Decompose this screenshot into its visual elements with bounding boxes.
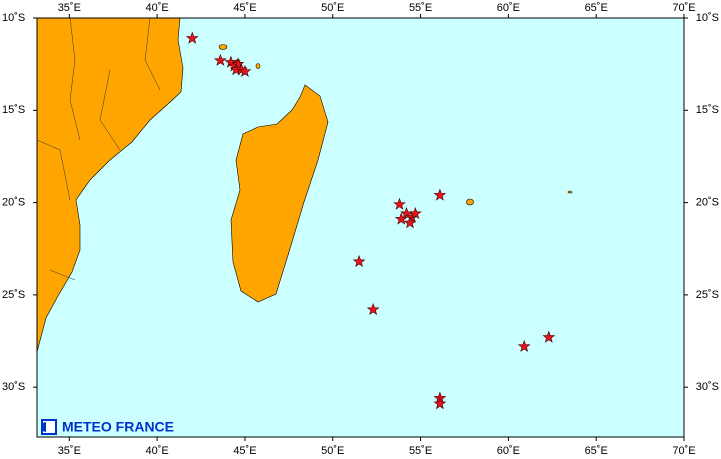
y-tick-label: 20˚S <box>696 196 719 208</box>
earthquake-marker <box>231 57 245 70</box>
earthquake-marker <box>393 197 406 210</box>
y-tick-label: 25˚S <box>696 289 719 301</box>
x-tick-label: 65˚E <box>585 445 608 457</box>
earthquake-marker <box>352 254 366 268</box>
x-tick-label: 35˚E <box>58 445 81 457</box>
y-tick-label: 10˚S <box>2 12 25 24</box>
earthquake-marker <box>433 188 447 201</box>
x-tick-label: 65˚E <box>585 2 608 14</box>
y-tick-label: 20˚S <box>2 196 25 208</box>
x-tick-label: 45˚E <box>233 2 256 14</box>
x-tick-label: 40˚E <box>146 445 169 457</box>
y-tick-label: 30˚S <box>696 381 719 393</box>
logo: METEO FRANCE <box>41 419 174 435</box>
borders <box>36 17 161 281</box>
x-tick-label: 50˚E <box>321 445 344 457</box>
earthquake-marker <box>542 330 556 343</box>
x-tick-label: 70˚E <box>672 445 695 457</box>
x-tick-label: 60˚E <box>497 2 520 14</box>
y-tick-label: 15˚S <box>2 104 25 116</box>
rodrigues <box>567 190 573 194</box>
x-tick-label: 55˚E <box>409 2 432 14</box>
x-tick-label: 40˚E <box>146 2 169 14</box>
y-tick-label: 30˚S <box>2 381 25 393</box>
logo-text: METEO FRANCE <box>62 419 174 435</box>
x-tick-label: 35˚E <box>58 2 81 14</box>
logo-icon <box>41 422 46 432</box>
earthquake-marker <box>408 207 422 219</box>
x-tick-label: 60˚E <box>497 445 520 457</box>
earthquake-marker <box>394 212 408 225</box>
earthquake-marker <box>433 397 447 410</box>
y-tick-label: 15˚S <box>696 104 719 116</box>
reunion <box>466 198 474 206</box>
earthquake-marker <box>238 64 252 77</box>
y-tick-label: 10˚S <box>696 12 719 24</box>
mayotte <box>255 63 261 69</box>
x-tick-label: 70˚E <box>672 2 695 14</box>
africa <box>36 17 184 353</box>
x-tick-label: 50˚E <box>321 2 344 14</box>
madagascar <box>230 84 329 303</box>
earthquake-marker <box>185 31 199 44</box>
x-tick-label: 55˚E <box>409 445 432 457</box>
earthquake-marker <box>517 339 531 352</box>
earthquake-marker <box>403 216 417 229</box>
comoros <box>218 44 228 50</box>
y-tick-label: 25˚S <box>2 289 25 301</box>
x-tick-label: 45˚E <box>233 445 256 457</box>
earthquake-marker <box>213 53 227 66</box>
earthquake-marker <box>366 302 380 316</box>
frame <box>36 17 685 438</box>
